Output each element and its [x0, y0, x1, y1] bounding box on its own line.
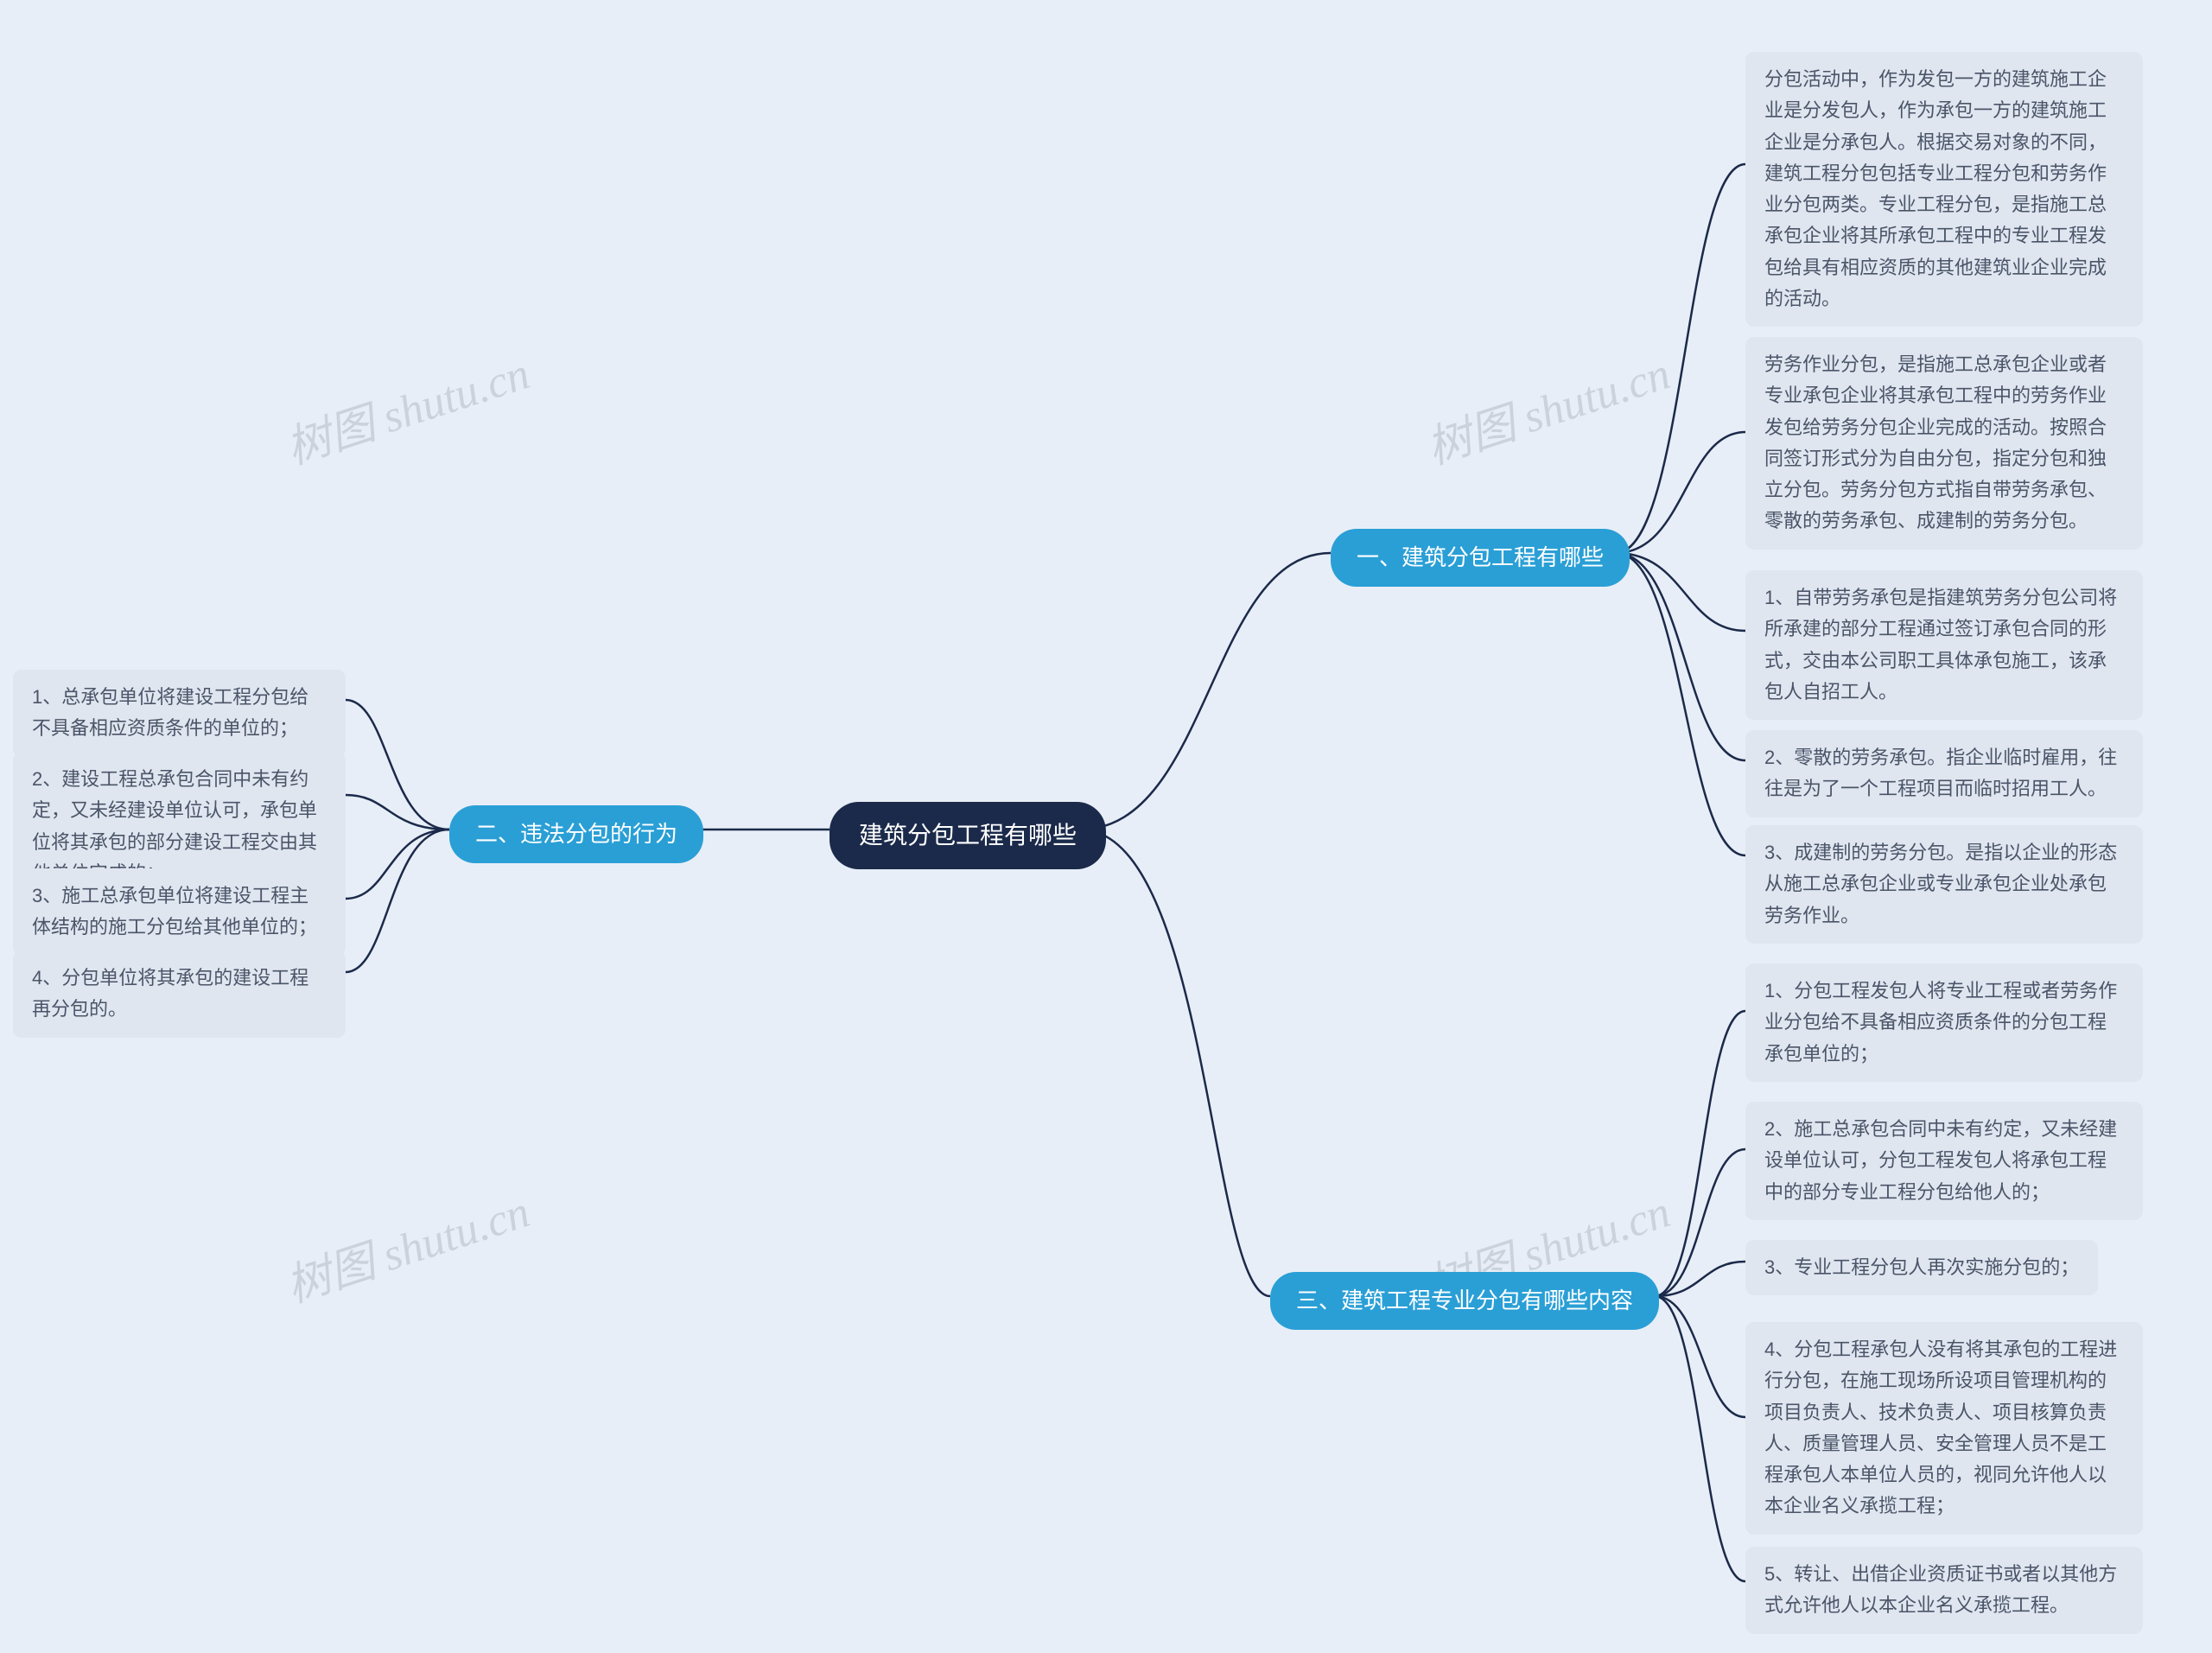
leaf-b3-4[interactable]: 5、转让、出借企业资质证书或者以其他方式允许他人以本企业名义承揽工程。	[1745, 1547, 2143, 1634]
leaf-b2-3[interactable]: 4、分包单位将其承包的建设工程再分包的。	[13, 950, 346, 1038]
branch-1[interactable]: 一、建筑分包工程有哪些	[1331, 529, 1630, 587]
leaf-b2-0[interactable]: 1、总承包单位将建设工程分包给不具备相应资质条件的单位的；	[13, 670, 346, 757]
leaf-b1-1[interactable]: 劳务作业分包，是指施工总承包企业或者专业承包企业将其承包工程中的劳务作业发包给劳…	[1745, 337, 2143, 550]
leaf-b1-2[interactable]: 1、自带劳务承包是指建筑劳务分包公司将所承建的部分工程通过签订承包合同的形式，交…	[1745, 570, 2143, 720]
branch-2[interactable]: 二、违法分包的行为	[449, 805, 703, 863]
leaf-b1-0[interactable]: 分包活动中，作为发包一方的建筑施工企业是分发包人，作为承包一方的建筑施工企业是分…	[1745, 52, 2143, 327]
watermark: 树图 shutu.cn	[276, 1175, 537, 1314]
watermark: 树图 shutu.cn	[276, 337, 537, 476]
leaf-b1-3[interactable]: 2、零散的劳务承包。指企业临时雇用，往往是为了一个工程项目而临时招用工人。	[1745, 730, 2143, 817]
branch-3[interactable]: 三、建筑工程专业分包有哪些内容	[1270, 1272, 1659, 1330]
leaf-b1-4[interactable]: 3、成建制的劳务分包。是指以企业的形态从施工总承包企业或专业承包企业处承包劳务作…	[1745, 825, 2143, 944]
leaf-b3-0[interactable]: 1、分包工程发包人将专业工程或者劳务作业分包给不具备相应资质条件的分包工程承包单…	[1745, 963, 2143, 1082]
root-node[interactable]: 建筑分包工程有哪些	[830, 802, 1106, 869]
watermark: 树图 shutu.cn	[1417, 337, 1677, 476]
leaf-b3-3[interactable]: 4、分包工程承包人没有将其承包的工程进行分包，在施工现场所设项目管理机构的项目负…	[1745, 1322, 2143, 1535]
leaf-b3-1[interactable]: 2、施工总承包合同中未有约定，又未经建设单位认可，分包工程发包人将承包工程中的部…	[1745, 1102, 2143, 1220]
leaf-b2-2[interactable]: 3、施工总承包单位将建设工程主体结构的施工分包给其他单位的；	[13, 868, 346, 956]
leaf-b3-2[interactable]: 3、专业工程分包人再次实施分包的；	[1745, 1240, 2098, 1295]
